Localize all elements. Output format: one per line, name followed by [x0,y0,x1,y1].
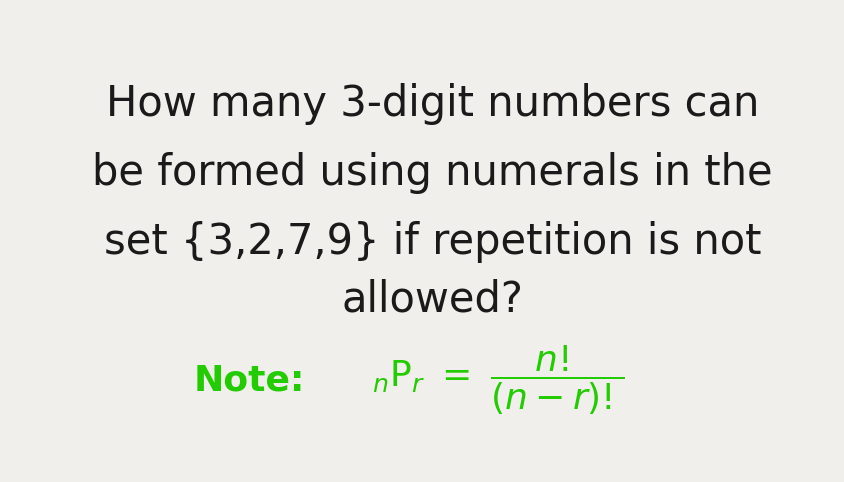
Text: Note:: Note: [194,364,305,398]
Text: $_n\mathrm{P}_r\ =\ \dfrac{n!}{(n-r)!}$: $_n\mathrm{P}_r\ =\ \dfrac{n!}{(n-r)!}$ [371,344,625,417]
Text: be formed using numerals in the: be formed using numerals in the [92,152,773,194]
Text: set {3,2,7,9} if repetition is not: set {3,2,7,9} if repetition is not [104,221,761,263]
Text: allowed?: allowed? [342,278,523,320]
Text: How many 3-digit numbers can: How many 3-digit numbers can [106,83,760,125]
